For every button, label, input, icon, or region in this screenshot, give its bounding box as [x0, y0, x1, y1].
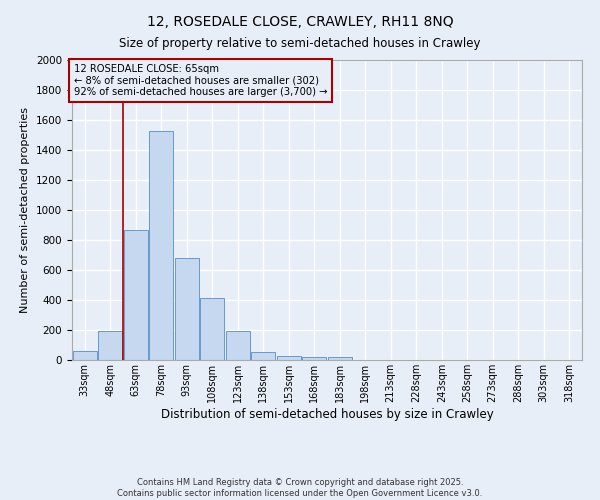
Text: Contains HM Land Registry data © Crown copyright and database right 2025.
Contai: Contains HM Land Registry data © Crown c…: [118, 478, 482, 498]
Text: Size of property relative to semi-detached houses in Crawley: Size of property relative to semi-detach…: [119, 38, 481, 51]
Bar: [226, 331, 250, 360]
Bar: [277, 356, 301, 360]
Bar: [98, 331, 122, 360]
Bar: [175, 258, 199, 360]
Bar: [124, 230, 148, 360]
Y-axis label: Number of semi-detached properties: Number of semi-detached properties: [20, 107, 31, 313]
Bar: [302, 357, 326, 360]
Bar: [251, 352, 275, 360]
Text: 12 ROSEDALE CLOSE: 65sqm
← 8% of semi-detached houses are smaller (302)
92% of s: 12 ROSEDALE CLOSE: 65sqm ← 8% of semi-de…: [74, 64, 327, 97]
Bar: [73, 351, 97, 360]
X-axis label: Distribution of semi-detached houses by size in Crawley: Distribution of semi-detached houses by …: [161, 408, 493, 420]
Bar: [328, 357, 352, 360]
Bar: [149, 130, 173, 360]
Text: 12, ROSEDALE CLOSE, CRAWLEY, RH11 8NQ: 12, ROSEDALE CLOSE, CRAWLEY, RH11 8NQ: [146, 15, 454, 29]
Bar: [200, 298, 224, 360]
